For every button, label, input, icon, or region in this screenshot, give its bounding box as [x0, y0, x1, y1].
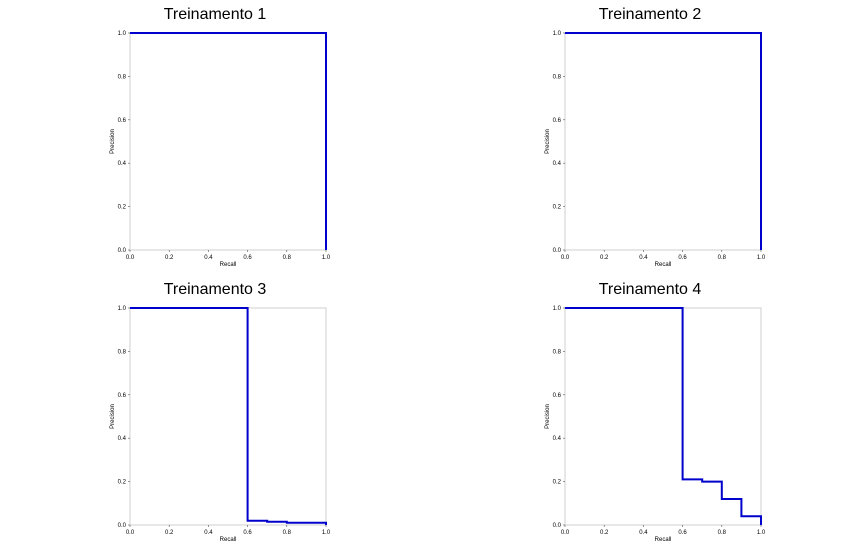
chart-title: Treinamento 3: [164, 281, 267, 298]
precision-recall-curve: [565, 307, 762, 525]
y-tick-label: 1.0: [553, 31, 562, 37]
y-tick-label: 0.6: [553, 393, 562, 399]
x-tick-label: 0.6: [243, 255, 252, 261]
x-tick-label: 1.0: [322, 255, 331, 261]
x-tick-label: 0.8: [718, 255, 727, 261]
y-tick-label: 0.4: [118, 436, 127, 442]
y-axis-label: Precision: [110, 404, 116, 429]
y-tick-label: 0.0: [118, 248, 127, 254]
y-tick-label: 0.2: [118, 480, 127, 486]
chart-3: Treinamento 3 0.0 0.2 0.4 0.6 0.8 1.0 0.0 0.2 0.4…: [110, 281, 331, 543]
y-tick-label: 0.8: [118, 349, 127, 355]
x-tick-label: 0.0: [126, 530, 135, 536]
chart-2: Treinamento 2 0.0 0.2 0.4 0.6 0.8 1.0 0.0 0.2 0.4…: [545, 6, 766, 268]
plot-frame: [129, 307, 327, 526]
y-tick-label: 0.0: [553, 248, 562, 254]
y-tick-label: 1.0: [118, 306, 127, 312]
chart-title: Treinamento 4: [599, 281, 702, 298]
y-axis-label: Precision: [545, 404, 551, 429]
x-tick-label: 0.2: [165, 255, 174, 261]
y-tick-label: 0.2: [118, 205, 127, 211]
plot-frame: [564, 307, 762, 526]
y-tick-label: 0.8: [553, 349, 562, 355]
y-tick-label: 1.0: [553, 306, 562, 312]
x-tick-label: 0.4: [639, 530, 648, 536]
y-tick-label: 0.6: [118, 393, 127, 399]
precision-recall-curve: [130, 32, 327, 250]
x-tick-label: 0.6: [678, 255, 687, 261]
x-tick-label: 0.6: [678, 530, 687, 536]
x-tick-label: 0.4: [204, 255, 213, 261]
chart-1: Treinamento 1 0.0 0.2 0.4 0.6 0.8 1.0 0.0 0.2 0.4…: [110, 6, 331, 268]
y-tick-label: 0.6: [553, 118, 562, 124]
plot-frame: [129, 32, 327, 251]
y-tick-label: 0.0: [118, 523, 127, 529]
x-tick-label: 0.0: [561, 255, 570, 261]
x-tick-label: 1.0: [757, 530, 766, 536]
plot-frame: [564, 32, 762, 251]
x-tick-label: 1.0: [322, 530, 331, 536]
x-axis-label: Recall: [655, 537, 672, 543]
chart-title: Treinamento 1: [164, 6, 267, 23]
x-tick-label: 0.2: [600, 255, 609, 261]
precision-recall-curve: [565, 32, 762, 250]
x-tick-label: 0.0: [561, 530, 570, 536]
y-tick-label: 0.2: [553, 205, 562, 211]
x-tick-label: 0.8: [283, 255, 292, 261]
y-tick-label: 0.4: [118, 161, 127, 167]
x-axis-label: Recall: [655, 262, 672, 268]
x-tick-label: 1.0: [757, 255, 766, 261]
x-tick-label: 0.2: [600, 530, 609, 536]
y-tick-label: 0.8: [118, 74, 127, 80]
chart-title: Treinamento 2: [599, 6, 702, 23]
precision-recall-curve: [130, 307, 327, 525]
x-tick-label: 0.8: [718, 530, 727, 536]
y-tick-label: 0.6: [118, 118, 127, 124]
y-axis-label: Precision: [545, 129, 551, 154]
x-tick-label: 0.2: [165, 530, 174, 536]
x-tick-label: 0.6: [243, 530, 252, 536]
x-tick-label: 0.4: [204, 530, 213, 536]
x-tick-label: 0.4: [639, 255, 648, 261]
y-tick-label: 0.4: [553, 436, 562, 442]
y-tick-label: 0.4: [553, 161, 562, 167]
x-axis-label: Recall: [220, 262, 237, 268]
y-tick-label: 1.0: [118, 31, 127, 37]
x-tick-label: 0.0: [126, 255, 135, 261]
x-axis-label: Recall: [220, 537, 237, 543]
y-tick-label: 0.8: [553, 74, 562, 80]
x-tick-label: 0.8: [283, 530, 292, 536]
chart-4: Treinamento 4 0.0 0.2 0.4 0.6 0.8 1.0 0.0 0.2 0.4…: [545, 281, 766, 543]
y-tick-label: 0.0: [553, 523, 562, 529]
y-axis-label: Precision: [110, 129, 116, 154]
y-tick-label: 0.2: [553, 480, 562, 486]
